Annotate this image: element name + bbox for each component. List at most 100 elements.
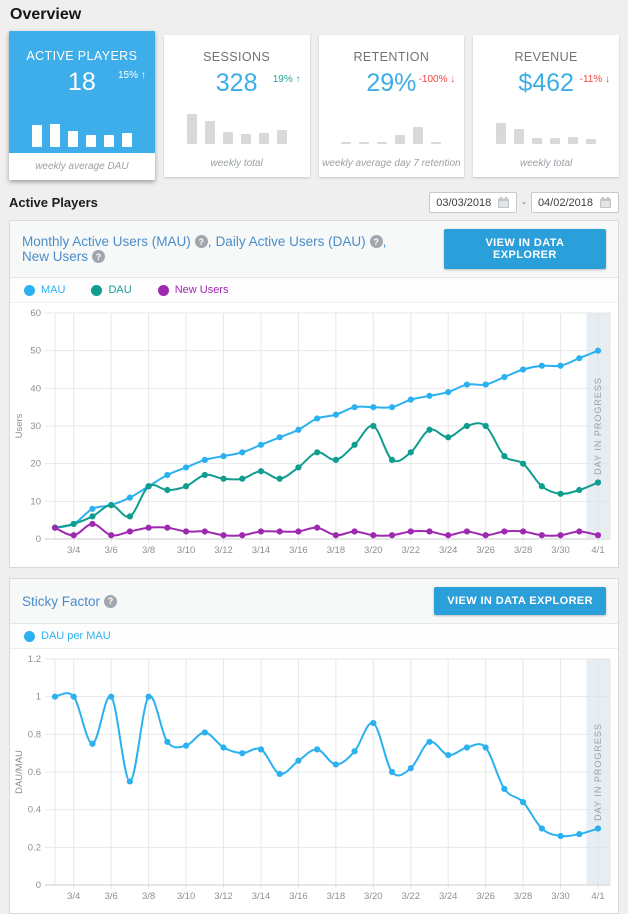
kpi-card-revenue[interactable]: REVENUE -11% ↓ $462 weekly total bbox=[473, 35, 619, 177]
legend-item-mau[interactable]: MAU bbox=[24, 284, 65, 296]
sticky-panel-title: Sticky Factor ? bbox=[22, 593, 118, 609]
mini-bar bbox=[121, 133, 132, 147]
svg-text:3/20: 3/20 bbox=[364, 545, 383, 556]
mini-bar bbox=[240, 134, 251, 144]
kpi-card-title: REVENUE bbox=[514, 50, 578, 64]
svg-text:40: 40 bbox=[30, 383, 41, 394]
svg-text:3/18: 3/18 bbox=[327, 545, 346, 556]
kpi-card-retention[interactable]: RETENTION -100% ↓ 29% weekly average day 7 … bbox=[318, 35, 465, 177]
legend-item-dau[interactable]: DAU bbox=[91, 284, 132, 296]
legend-item-new-users[interactable]: New Users bbox=[157, 284, 229, 296]
mau-chart-legend: MAU DAU New Users bbox=[10, 278, 618, 303]
mini-bar bbox=[103, 135, 114, 147]
sticky-factor-panel: Sticky Factor ? VIEW IN DATA EXPLORER DA… bbox=[9, 578, 619, 914]
svg-text:3/24: 3/24 bbox=[439, 545, 458, 556]
svg-text:3/30: 3/30 bbox=[551, 545, 570, 556]
mini-bar bbox=[413, 127, 424, 144]
svg-text:3/26: 3/26 bbox=[476, 545, 495, 556]
metric-title-monthly-active-users-mau-: Monthly Active Users (MAU) bbox=[22, 234, 191, 249]
svg-text:50: 50 bbox=[30, 346, 41, 357]
help-icon[interactable]: ? bbox=[104, 594, 118, 608]
mini-bar bbox=[186, 114, 197, 144]
kpi-mini-bar-chart bbox=[319, 112, 465, 144]
view-in-data-explorer-button[interactable]: VIEW IN DATA EXPLORER bbox=[434, 587, 606, 615]
mini-bar bbox=[377, 142, 388, 144]
sticky-panel-header: Sticky Factor ? VIEW IN DATA EXPLORER bbox=[10, 579, 618, 624]
title-separator: , bbox=[382, 234, 387, 249]
svg-text:3/10: 3/10 bbox=[177, 545, 196, 556]
view-in-data-explorer-button[interactable]: VIEW IN DATA EXPLORER bbox=[443, 229, 606, 269]
svg-text:3/12: 3/12 bbox=[214, 545, 233, 556]
svg-text:3/16: 3/16 bbox=[289, 545, 308, 556]
kpi-card-value: 29% bbox=[366, 69, 417, 97]
svg-text:3/20: 3/20 bbox=[364, 891, 383, 902]
svg-text:3/30: 3/30 bbox=[551, 891, 570, 902]
kpi-card-delta: -100% ↓ bbox=[418, 74, 456, 85]
svg-text:0: 0 bbox=[36, 880, 41, 891]
date-from-value: 03/03/2018 bbox=[436, 196, 492, 209]
calendar-icon[interactable] bbox=[599, 196, 612, 209]
legend-item-dau-per-mau[interactable]: DAU per MAU bbox=[24, 630, 111, 642]
mini-bar bbox=[222, 132, 233, 144]
section-title: Active Players bbox=[9, 195, 98, 210]
svg-text:30: 30 bbox=[30, 421, 41, 432]
svg-text:3/4: 3/4 bbox=[67, 891, 80, 902]
svg-text:Users: Users bbox=[14, 413, 25, 438]
svg-text:3/28: 3/28 bbox=[514, 891, 533, 902]
svg-text:3/6: 3/6 bbox=[105, 545, 118, 556]
legend-dot bbox=[157, 284, 169, 296]
svg-text:3/10: 3/10 bbox=[177, 891, 196, 902]
mini-bar bbox=[568, 137, 579, 144]
mini-bar bbox=[496, 123, 507, 144]
mini-bar bbox=[85, 135, 96, 147]
mini-bar bbox=[67, 131, 78, 147]
svg-text:0.2: 0.2 bbox=[28, 842, 41, 853]
mini-bar bbox=[395, 135, 406, 144]
help-icon[interactable]: ? bbox=[92, 250, 106, 263]
svg-text:0.4: 0.4 bbox=[28, 805, 41, 816]
kpi-card-active-players[interactable]: ACTIVE PLAYERS 15% ↑ 18 weekly average DAU bbox=[9, 31, 155, 180]
svg-text:3/12: 3/12 bbox=[214, 891, 233, 902]
svg-text:0.8: 0.8 bbox=[28, 729, 41, 740]
kpi-card-sessions[interactable]: SESSIONS 19% ↑ 328 weekly total bbox=[163, 35, 310, 177]
svg-text:3/28: 3/28 bbox=[514, 545, 533, 556]
svg-text:DAU/MAU: DAU/MAU bbox=[14, 750, 25, 794]
svg-text:3/22: 3/22 bbox=[402, 545, 421, 556]
legend-label: New Users bbox=[174, 284, 229, 296]
svg-text:3/4: 3/4 bbox=[67, 545, 80, 556]
date-to-input[interactable]: 04/02/2018 bbox=[530, 192, 619, 213]
help-icon[interactable]: ? bbox=[369, 235, 383, 248]
legend-label: DAU per MAU bbox=[41, 630, 111, 642]
sticky-factor-chart[interactable]: 0 0.2 0.4 0.6 0.8 1 1.2 DAY IN PROGRESS 3/4 3/6 3/… bbox=[10, 650, 618, 906]
svg-text:0: 0 bbox=[36, 534, 41, 545]
sticky-title-text: Sticky Factor bbox=[22, 593, 101, 609]
svg-text:4/1: 4/1 bbox=[591, 891, 604, 902]
mini-bar bbox=[49, 124, 60, 147]
metric-title-daily-active-users-dau-: Daily Active Users (DAU) bbox=[215, 234, 366, 249]
mini-bar bbox=[514, 129, 525, 144]
kpi-card-title: ACTIVE PLAYERS bbox=[26, 49, 138, 63]
kpi-card-value: 328 bbox=[215, 69, 258, 97]
kpi-card-title: RETENTION bbox=[353, 50, 430, 64]
mini-bar bbox=[431, 142, 442, 144]
kpi-card-title: SESSIONS bbox=[203, 50, 271, 64]
svg-text:1.2: 1.2 bbox=[28, 654, 41, 665]
kpi-card-delta: 15% ↑ bbox=[117, 70, 146, 81]
kpi-card-delta: -11% ↓ bbox=[579, 74, 610, 85]
svg-text:3/22: 3/22 bbox=[402, 891, 421, 902]
calendar-icon[interactable] bbox=[497, 196, 510, 209]
mau-dau-panel: Monthly Active Users (MAU)?, Daily Active… bbox=[9, 220, 619, 568]
svg-text:3/14: 3/14 bbox=[252, 891, 271, 902]
svg-text:3/16: 3/16 bbox=[289, 891, 308, 902]
mini-bar bbox=[359, 142, 370, 144]
kpi-card-caption: weekly average DAU bbox=[9, 153, 155, 180]
mau-dau-newusers-chart[interactable]: 0 10 20 30 40 50 60 DAY IN PROGRESS 3/4 3/6 3/8 3/1… bbox=[10, 304, 618, 560]
date-from-input[interactable]: 03/03/2018 bbox=[429, 192, 518, 213]
mau-panel-title: Monthly Active Users (MAU)?, Daily Active… bbox=[22, 234, 444, 264]
active-players-section-bar: Active Players 03/03/2018 - 04/02/2018 bbox=[9, 192, 619, 213]
kpi-cards-row: ACTIVE PLAYERS 15% ↑ 18 weekly average DAU S… bbox=[9, 31, 619, 180]
help-icon[interactable]: ? bbox=[194, 235, 208, 248]
mini-bar bbox=[258, 133, 269, 144]
svg-text:3/8: 3/8 bbox=[142, 545, 155, 556]
